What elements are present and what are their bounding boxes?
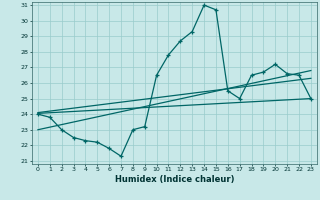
X-axis label: Humidex (Indice chaleur): Humidex (Indice chaleur): [115, 175, 234, 184]
